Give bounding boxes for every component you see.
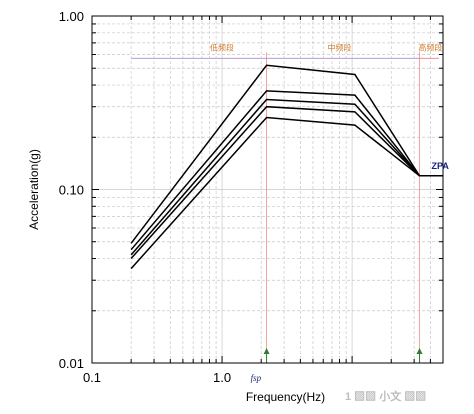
frequency-bands: 低频段 中频段 高频段: [131, 42, 442, 363]
series-line: [130, 98, 443, 256]
y-tick-label: 1.00: [59, 9, 84, 24]
grid: [91, 15, 444, 364]
x-tick-label: 0.1: [83, 370, 101, 385]
watermark: 1 ▧▧ 小文 ▧▧: [345, 389, 426, 403]
band-label: 高频段: [418, 42, 442, 52]
watermark-text: 1 ▧▧ 小文 ▧▧: [345, 389, 426, 403]
labels: Acceleration(g) Frequency(Hz) ZPA fsp: [27, 149, 449, 404]
x-axis-title: Frequency(Hz): [246, 390, 325, 404]
y-tick-label: 0.01: [59, 356, 84, 371]
series-line: [130, 116, 443, 270]
ticks: 0.1 1.0 0.01 0.10 1.00: [59, 9, 444, 385]
fsp-label: fsp: [251, 373, 262, 383]
x-marker-arrow: [416, 348, 423, 354]
y-tick-label: 0.10: [59, 183, 84, 198]
band-label: 低频段: [210, 42, 234, 52]
x-marker-arrow: [263, 348, 270, 354]
series-group: [130, 64, 443, 270]
y-axis-title: Acceleration(g): [27, 149, 41, 230]
zpa-label: ZPA: [432, 161, 450, 171]
band-label: 中频段: [327, 42, 351, 52]
series-line: [130, 90, 443, 251]
x-tick-label: 1.0: [213, 370, 231, 385]
